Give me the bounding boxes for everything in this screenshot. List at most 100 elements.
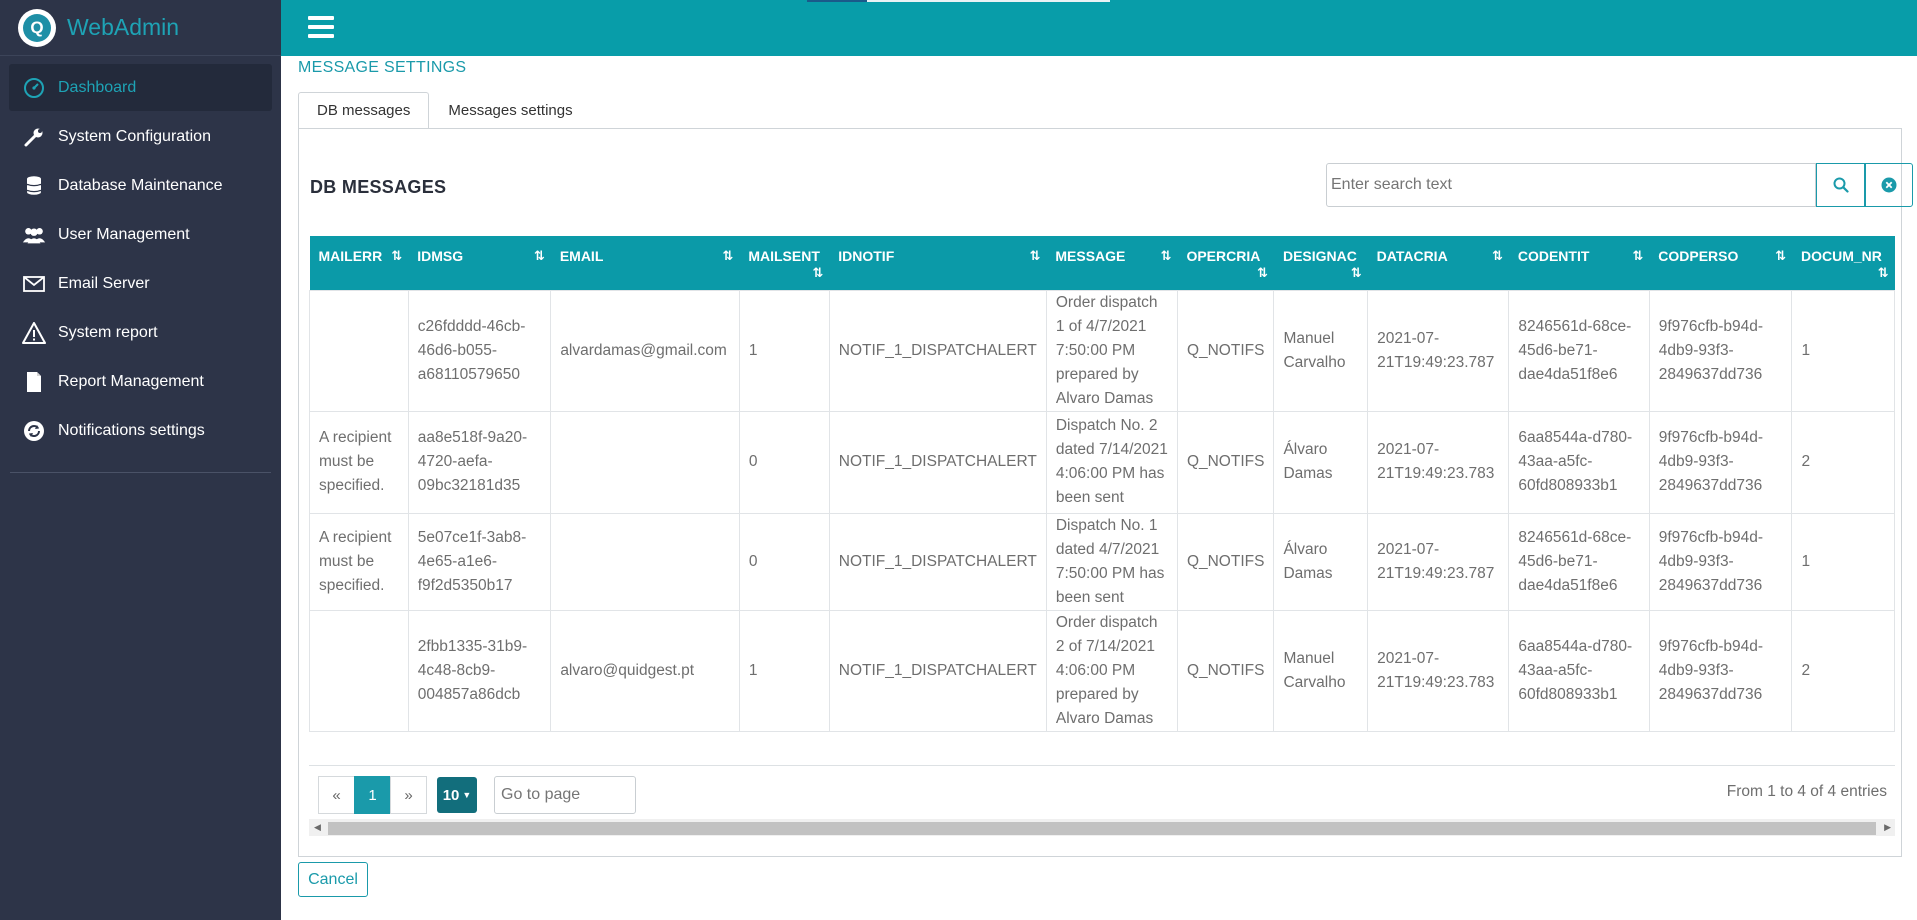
cell-mailerr: A recipient must be specified.	[309, 512, 409, 611]
cell-codentit: 8246561d-68ce-45d6-be71-dae4da51f8e6	[1508, 512, 1650, 611]
column-header-label: MAILERR	[318, 248, 383, 264]
sort-icon[interactable]: ⇅	[1160, 248, 1172, 263]
sidebar-item-label: System report	[58, 323, 158, 341]
column-header-label: IDNOTIF	[838, 248, 895, 264]
sidebar-item-dashboard[interactable]: Dashboard	[9, 64, 272, 111]
horizontal-scrollbar[interactable]: ◀ ▶	[309, 819, 1895, 836]
sidebar-item-report-management[interactable]: Report Management	[9, 358, 272, 405]
cell-idnotif: NOTIF_1_DISPATCHALERT	[828, 609, 1047, 732]
column-header-label: DOCUM_NR	[1800, 248, 1882, 264]
table-row[interactable]: c26fdddd-46cb-46d6-b055-a68110579650 alva…	[309, 289, 1895, 412]
column-header-email[interactable]: EMAIL ⇅	[550, 236, 740, 290]
cell-message: Dispatch No. 2 dated 7/14/2021 4:06:00 P…	[1045, 410, 1178, 514]
db-messages-panel: DB MESSAGES MAILERR⇅IDMSG⇅EMAIL⇅MAILSENT…	[298, 128, 1913, 857]
sidebar-item-label: Email Server	[58, 274, 150, 292]
wrench-icon	[21, 124, 47, 150]
sidebar-item-system-configuration[interactable]: System Configuration	[9, 113, 272, 160]
cell-codperso: 9f976cfb-b94d-4db9-93f3-2849637dd736	[1648, 410, 1793, 514]
sort-icon[interactable]: ⇅	[1877, 265, 1889, 280]
top-indicator-track	[867, 0, 1110, 2]
cell-email: alvaro@quidgest.pt	[550, 609, 740, 732]
cell-mailerr	[309, 609, 409, 732]
column-header-message[interactable]: MESSAGE ⇅	[1046, 236, 1178, 290]
column-header-mailsent[interactable]: MAILSENT ⇅	[739, 236, 830, 290]
entries-summary: From 1 to 4 of 4 entries	[1726, 783, 1887, 800]
column-header-designac[interactable]: DESIGNAC ⇅	[1273, 236, 1368, 290]
prev-page-button[interactable]: «	[318, 776, 355, 814]
search-input[interactable]	[1326, 163, 1816, 207]
cell-datacria: 2021-07-21T19:49:23.787	[1367, 512, 1510, 611]
sort-icon[interactable]: ⇅	[1632, 248, 1643, 263]
cell-message: Order dispatch 1 of 4/7/2021 7:50:00 PM …	[1045, 289, 1178, 412]
cell-email	[550, 512, 740, 611]
cell-idnotif: NOTIF_1_DISPATCHALERT	[828, 410, 1047, 514]
goto-page-input[interactable]	[494, 776, 636, 814]
scroll-right-icon[interactable]: ▶	[1884, 822, 1891, 832]
cell-designac: Álvaro Damas	[1273, 512, 1369, 611]
column-header-label: MESSAGE	[1055, 248, 1126, 264]
sidebar-item-user-management[interactable]: User Management	[9, 211, 272, 258]
cell-opercria: Q_NOTIFS	[1176, 289, 1275, 412]
cell-mailerr	[309, 289, 409, 412]
sort-icon[interactable]: ⇅	[812, 265, 823, 280]
page-title: MESSAGE SETTINGS	[298, 59, 467, 76]
cell-mailsent: 0	[738, 512, 830, 611]
page-1-button[interactable]: 1	[354, 776, 391, 814]
sort-icon[interactable]: ⇅	[1029, 248, 1040, 263]
section-title: DB MESSAGES	[310, 177, 447, 197]
page-size-value: 10	[442, 786, 460, 804]
cell-codperso: 9f976cfb-b94d-4db9-93f3-2849637dd736	[1648, 289, 1793, 412]
cell-opercria: Q_NOTIFS	[1176, 609, 1275, 732]
envelope-icon	[21, 271, 47, 297]
sort-icon[interactable]: ⇅	[1775, 248, 1786, 263]
sort-icon[interactable]: ⇅	[1350, 265, 1362, 280]
sidebar-item-database-maintenance[interactable]: Database Maintenance	[9, 162, 272, 209]
menu-toggle-icon[interactable]	[308, 16, 334, 38]
scrollbar-thumb[interactable]	[328, 822, 1876, 835]
next-page-button[interactable]: »	[390, 776, 427, 814]
sort-icon[interactable]: ⇅	[1491, 248, 1503, 263]
cell-codentit: 6aa8544a-d780-43aa-a5fc-60fd808933b1	[1508, 609, 1650, 732]
table-row[interactable]: A recipient must be specified. 5e07ce1f-3…	[309, 512, 1895, 611]
table-row[interactable]: A recipient must be specified. aa8e518f-9…	[309, 410, 1895, 514]
cancel-button[interactable]: Cancel	[298, 862, 368, 897]
column-header-datacria[interactable]: DATACRIA ⇅	[1367, 236, 1509, 290]
cell-idnotif: NOTIF_1_DISPATCHALERT	[828, 289, 1047, 412]
brand[interactable]: Q WebAdmin	[0, 0, 281, 56]
column-header-codentit[interactable]: CODENTIT ⇅	[1508, 236, 1650, 290]
cell-docum-nr: 1	[1791, 289, 1895, 412]
sort-icon[interactable]: ⇅	[533, 248, 545, 263]
cell-email	[550, 410, 740, 514]
tab-messages-settings[interactable]: Messages settings	[448, 102, 573, 119]
column-header-docum-nr[interactable]: DOCUM_NR ⇅	[1791, 236, 1895, 290]
table-body: c26fdddd-46cb-46d6-b055-a68110579650 alva…	[309, 289, 1895, 732]
top-indicator	[807, 0, 867, 2]
table-row[interactable]: 2fbb1335-31b9-4c48-8cb9-004857a86dcb alva…	[309, 609, 1895, 732]
tab-db-messages[interactable]: DB messages	[298, 92, 430, 129]
column-header-idmsg[interactable]: IDMSG ⇅	[408, 236, 551, 290]
column-header-codperso[interactable]: CODPERSO ⇅	[1649, 236, 1792, 290]
file-icon	[21, 369, 47, 395]
sort-icon[interactable]: ⇅	[1257, 265, 1268, 280]
scroll-left-icon[interactable]: ◀	[314, 822, 321, 832]
cell-datacria: 2021-07-21T19:49:23.783	[1367, 609, 1510, 732]
sidebar-item-email-server[interactable]: Email Server	[9, 260, 272, 307]
cell-idmsg: c26fdddd-46cb-46d6-b055-a68110579650	[407, 289, 552, 412]
cell-codperso: 9f976cfb-b94d-4db9-93f3-2849637dd736	[1648, 609, 1793, 732]
cell-opercria: Q_NOTIFS	[1176, 512, 1275, 611]
sidebar-item-notifications-settings[interactable]: Notifications settings	[9, 407, 272, 454]
search-icon	[1833, 177, 1849, 193]
column-header-opercria[interactable]: OPERCRIA ⇅	[1177, 236, 1274, 290]
sidebar-item-system-report[interactable]: System report	[9, 309, 272, 356]
column-header-mailerr[interactable]: MAILERR ⇅	[309, 236, 409, 290]
column-header-label: OPERCRIA	[1186, 248, 1261, 264]
cell-datacria: 2021-07-21T19:49:23.783	[1367, 410, 1510, 514]
sort-icon[interactable]: ⇅	[722, 248, 733, 263]
page-size-dropdown[interactable]: 10 ▼	[437, 777, 477, 813]
column-header-idnotif[interactable]: IDNOTIF ⇅	[829, 236, 1047, 290]
search-button[interactable]	[1816, 163, 1865, 207]
clear-search-button[interactable]	[1865, 163, 1913, 207]
sort-icon[interactable]: ⇅	[391, 248, 402, 263]
messages-table: MAILERR ⇅ IDMSG ⇅ EMAIL ⇅ MAILSENT ⇅ IDNOTIF ⇅ MES…	[309, 236, 1895, 732]
database-icon	[21, 173, 47, 199]
